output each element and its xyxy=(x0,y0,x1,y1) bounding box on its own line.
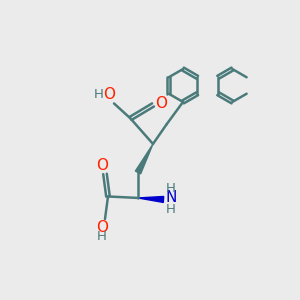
Text: H: H xyxy=(94,88,104,101)
Text: N: N xyxy=(165,190,177,206)
Polygon shape xyxy=(138,196,164,202)
Text: H: H xyxy=(166,182,176,195)
Text: O: O xyxy=(96,220,108,235)
Text: O: O xyxy=(103,87,116,102)
Text: O: O xyxy=(96,158,108,173)
Text: H: H xyxy=(97,230,107,244)
Polygon shape xyxy=(135,144,153,174)
Text: H: H xyxy=(166,202,176,216)
Text: O: O xyxy=(155,96,167,111)
